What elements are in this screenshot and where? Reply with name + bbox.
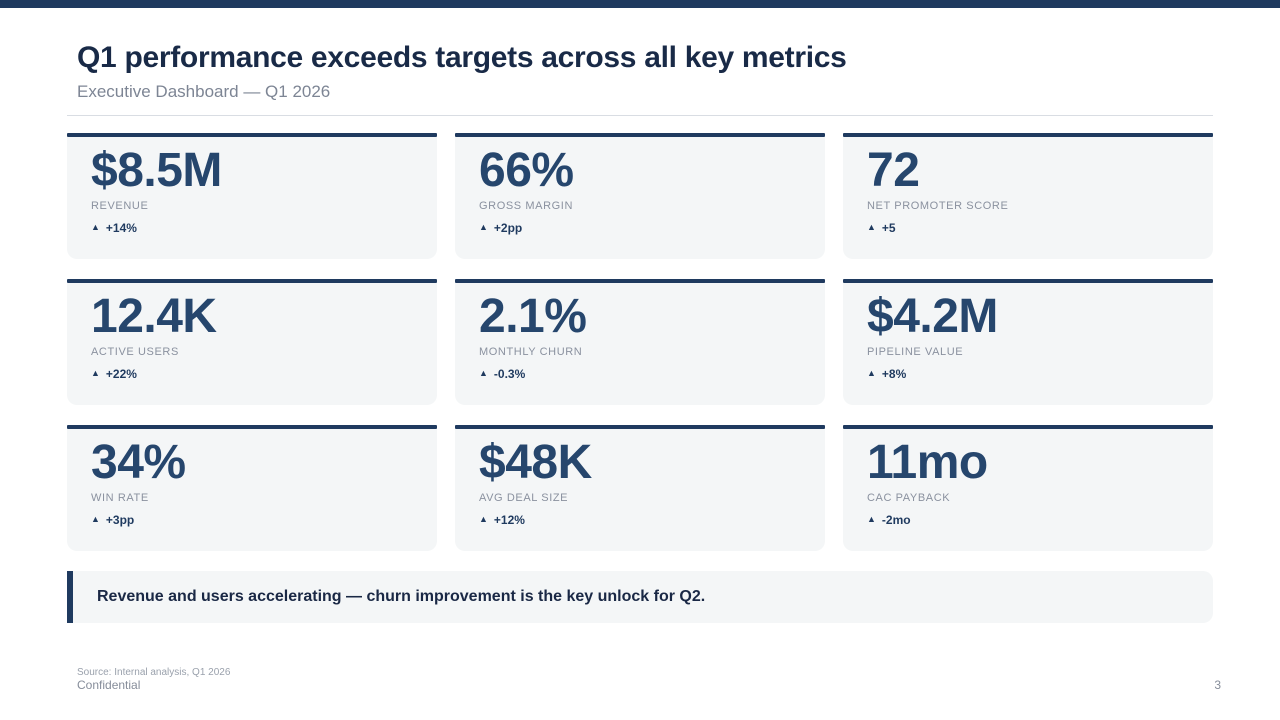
- kpi-delta: ▲ +8%: [867, 367, 1193, 381]
- kpi-card-body: $8.5M REVENUE ▲ +14%: [67, 137, 437, 259]
- kpi-card-cac-payback: 11mo CAC PAYBACK ▲ -2mo: [843, 425, 1213, 551]
- kpi-value: 12.4K: [91, 290, 217, 343]
- triangle-up-icon: ▲: [867, 368, 876, 379]
- kpi-delta: ▲ +3pp: [91, 513, 417, 527]
- kpi-label: CAC PAYBACK: [867, 491, 951, 504]
- kpi-card-accent-bar: [67, 279, 437, 283]
- kpi-card-accent-bar: [843, 279, 1213, 283]
- kpi-card-body: 12.4K ACTIVE USERS ▲ +22%: [67, 283, 437, 405]
- kpi-delta: ▲ +14%: [91, 221, 417, 235]
- kpi-card-body: $4.2M PIPELINE VALUE ▲ +8%: [843, 283, 1213, 405]
- slide-header: Q1 performance exceeds targets across al…: [77, 41, 847, 102]
- kpi-card-monthly-churn: 2.1% MONTHLY CHURN ▲ -0.3%: [455, 279, 825, 405]
- callout-body: Revenue and users accelerating — churn i…: [73, 571, 1213, 623]
- kpi-delta: ▲ +22%: [91, 367, 417, 381]
- kpi-label: MONTHLY CHURN: [479, 345, 583, 358]
- top-accent-bar: [0, 0, 1280, 8]
- kpi-card-win-rate: 34% WIN RATE ▲ +3pp: [67, 425, 437, 551]
- kpi-delta: ▲ +12%: [479, 513, 805, 527]
- kpi-card-accent-bar: [843, 425, 1213, 429]
- kpi-delta: ▲ -0.3%: [479, 367, 805, 381]
- kpi-card-body: 72 NET PROMOTER SCORE ▲ +5: [843, 137, 1213, 259]
- kpi-card-pipeline-value: $4.2M PIPELINE VALUE ▲ +8%: [843, 279, 1213, 405]
- key-takeaway-callout: Revenue and users accelerating — churn i…: [67, 571, 1213, 623]
- kpi-grid: $8.5M REVENUE ▲ +14% 66% GROSS MARGIN ▲ …: [67, 133, 1213, 551]
- kpi-card-body: $48K AVG DEAL SIZE ▲ +12%: [455, 429, 825, 551]
- kpi-delta-text: +3pp: [105, 512, 135, 527]
- kpi-card-body: 66% GROSS MARGIN ▲ +2pp: [455, 137, 825, 259]
- kpi-card-avg-deal-size: $48K AVG DEAL SIZE ▲ +12%: [455, 425, 825, 551]
- triangle-up-icon: ▲: [91, 514, 100, 525]
- kpi-card-body: 2.1% MONTHLY CHURN ▲ -0.3%: [455, 283, 825, 405]
- confidentiality-label: Confidential: [77, 678, 141, 692]
- kpi-value: 2.1%: [479, 290, 587, 343]
- header-divider: [67, 115, 1213, 116]
- kpi-delta-text: +2pp: [493, 220, 523, 235]
- triangle-up-icon: ▲: [867, 514, 876, 525]
- triangle-up-icon: ▲: [479, 222, 488, 233]
- kpi-card-gross-margin: 66% GROSS MARGIN ▲ +2pp: [455, 133, 825, 259]
- triangle-up-icon: ▲: [479, 368, 488, 379]
- kpi-delta-text: -2mo: [881, 512, 911, 527]
- kpi-delta-text: -0.3%: [493, 366, 526, 381]
- kpi-label: PIPELINE VALUE: [867, 345, 964, 358]
- kpi-value: $48K: [479, 436, 592, 489]
- kpi-delta-text: +14%: [105, 220, 137, 235]
- kpi-label: REVENUE: [91, 199, 149, 212]
- kpi-delta: ▲ +5: [867, 221, 1193, 235]
- kpi-label: NET PROMOTER SCORE: [867, 199, 1009, 212]
- kpi-card-accent-bar: [455, 133, 825, 137]
- triangle-up-icon: ▲: [867, 222, 876, 233]
- page-subtitle: Executive Dashboard — Q1 2026: [77, 82, 331, 101]
- callout-text: Revenue and users accelerating — churn i…: [97, 588, 706, 605]
- kpi-label: ACTIVE USERS: [91, 345, 179, 358]
- kpi-card-accent-bar: [843, 133, 1213, 137]
- kpi-label: GROSS MARGIN: [479, 199, 573, 212]
- kpi-value: $4.2M: [867, 290, 998, 343]
- kpi-delta: ▲ +2pp: [479, 221, 805, 235]
- kpi-card-body: 11mo CAC PAYBACK ▲ -2mo: [843, 429, 1213, 551]
- kpi-delta-text: +12%: [493, 512, 525, 527]
- kpi-label: WIN RATE: [91, 491, 149, 504]
- page-title: Q1 performance exceeds targets across al…: [77, 41, 847, 74]
- triangle-up-icon: ▲: [91, 368, 100, 379]
- kpi-delta: ▲ -2mo: [867, 513, 1193, 527]
- triangle-up-icon: ▲: [91, 222, 100, 233]
- kpi-value: 34%: [91, 436, 186, 489]
- callout-accent-bar: [67, 571, 73, 623]
- kpi-value: $8.5M: [91, 144, 222, 197]
- kpi-value: 66%: [479, 144, 574, 197]
- kpi-card-accent-bar: [67, 425, 437, 429]
- page-number: 3: [1214, 678, 1221, 692]
- kpi-card-body: 34% WIN RATE ▲ +3pp: [67, 429, 437, 551]
- kpi-label: AVG DEAL SIZE: [479, 491, 569, 504]
- kpi-card-active-users: 12.4K ACTIVE USERS ▲ +22%: [67, 279, 437, 405]
- source-note: Source: Internal analysis, Q1 2026: [77, 667, 231, 678]
- kpi-card-accent-bar: [455, 279, 825, 283]
- kpi-delta-text: +5: [881, 220, 896, 235]
- kpi-value: 72: [867, 144, 920, 197]
- triangle-up-icon: ▲: [479, 514, 488, 525]
- kpi-card-revenue: $8.5M REVENUE ▲ +14%: [67, 133, 437, 259]
- kpi-value: 11mo: [867, 436, 988, 489]
- kpi-card-net-promoter-score: 72 NET PROMOTER SCORE ▲ +5: [843, 133, 1213, 259]
- kpi-delta-text: +8%: [881, 366, 907, 381]
- kpi-card-accent-bar: [67, 133, 437, 137]
- kpi-card-accent-bar: [455, 425, 825, 429]
- kpi-delta-text: +22%: [105, 366, 137, 381]
